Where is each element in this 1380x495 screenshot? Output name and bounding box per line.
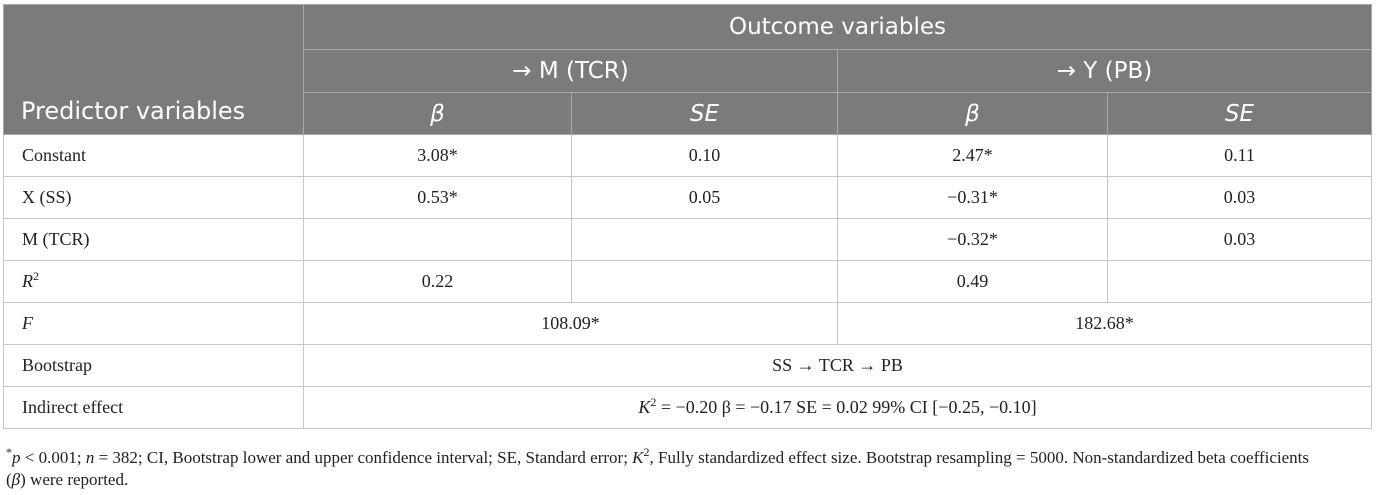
footnote-beta: β: [11, 470, 21, 489]
y-se-cell: 0.11: [1107, 134, 1372, 177]
footnote-line-1: *p < 0.001; n = 382; CI, Bootstrap lower…: [6, 445, 1374, 469]
table-row-m-tcr: M (TCR) −0.32* 0.03: [3, 218, 1372, 261]
m-beta-cell: 0.22: [303, 260, 572, 303]
table-header: Predictor variables Outcome variables → …: [3, 4, 1372, 135]
m-beta-cell: 3.08*: [303, 134, 572, 177]
footnote-n-text: = 382; CI, Bootstrap lower and upper con…: [94, 448, 633, 467]
m-se-cell: 0.10: [571, 134, 838, 177]
indirect-effect-cell: K2 = −0.20 β = −0.17 SE = 0.02 99% CI [−…: [303, 386, 1372, 429]
k-superscript: 2: [650, 395, 657, 409]
regression-table: Predictor variables Outcome variables → …: [3, 4, 1372, 429]
table-row-x-ss: X (SS) 0.53* 0.05 −0.31* 0.03: [3, 176, 1372, 219]
m-beta-cell: [303, 218, 572, 261]
row-label: Bootstrap: [3, 344, 304, 387]
footnote-n: n: [85, 448, 95, 467]
table-row-constant: Constant 3.08* 0.10 2.47* 0.11: [3, 134, 1372, 177]
table-row-r-squared: R2 0.22 0.49: [3, 260, 1372, 303]
y-se-cell: 0.03: [1107, 218, 1372, 261]
row-label: X (SS): [3, 176, 304, 219]
outcome-variables-header: Outcome variables: [303, 4, 1372, 50]
m-f-cell: 108.09*: [303, 302, 838, 345]
row-label: R2: [3, 260, 304, 303]
table-row-bootstrap: Bootstrap SS → TCR → PB: [3, 344, 1372, 387]
y-beta-cell: 0.49: [837, 260, 1108, 303]
table-body: Constant 3.08* 0.10 2.47* 0.11 X (SS) 0.…: [3, 134, 1372, 429]
y-beta-cell: −0.32*: [837, 218, 1108, 261]
indirect-effect-values: = −0.20 β = −0.17 SE = 0.02 99% CI [−0.2…: [656, 397, 1037, 417]
r-symbol: R: [22, 271, 33, 291]
footnote-p-text: < 0.001;: [20, 448, 86, 467]
footnote-p: p: [12, 448, 21, 467]
y-beta-header: β: [837, 92, 1108, 135]
m-se-cell: 0.05: [571, 176, 838, 219]
row-label: Constant: [3, 134, 304, 177]
m-beta-header: β: [303, 92, 572, 135]
m-beta-cell: 0.53*: [303, 176, 572, 219]
m-se-cell: [571, 260, 838, 303]
row-label: Indirect effect: [3, 386, 304, 429]
y-se-cell: [1107, 260, 1372, 303]
table-row-indirect-effect: Indirect effect K2 = −0.20 β = −0.17 SE …: [3, 386, 1372, 429]
y-beta-cell: 2.47*: [837, 134, 1108, 177]
m-se-cell: [571, 218, 838, 261]
y-beta-cell: −0.31*: [837, 176, 1108, 219]
footnote-line-2-text: ) were reported.: [20, 470, 129, 489]
table-footnote: *p < 0.001; n = 382; CI, Bootstrap lower…: [6, 445, 1374, 491]
m-se-header: SE: [571, 92, 838, 135]
bootstrap-path-cell: SS → TCR → PB: [303, 344, 1372, 387]
row-label: M (TCR): [3, 218, 304, 261]
footnote-k: K: [632, 448, 644, 467]
y-se-cell: 0.03: [1107, 176, 1372, 219]
row-label: F: [3, 302, 304, 345]
footnote-star: *: [6, 445, 12, 459]
r-superscript: 2: [33, 269, 39, 283]
regression-table-container: Predictor variables Outcome variables → …: [3, 4, 1375, 429]
predictor-variables-header: Predictor variables: [3, 4, 304, 135]
y-f-cell: 182.68*: [837, 302, 1372, 345]
footnote-line-2: (β) were reported.: [6, 469, 1374, 491]
k-symbol: K: [638, 397, 651, 417]
table-row-f: F 108.09* 182.68*: [3, 302, 1372, 345]
y-se-header: SE: [1107, 92, 1372, 135]
y-pb-group-header: → Y (PB): [837, 49, 1372, 93]
m-tcr-group-header: → M (TCR): [303, 49, 838, 93]
footnote-open-paren: (: [6, 470, 12, 489]
footnote-k-superscript: 2: [643, 445, 650, 459]
footnote-k-text: , Fully standardized effect size. Bootst…: [649, 448, 1309, 467]
